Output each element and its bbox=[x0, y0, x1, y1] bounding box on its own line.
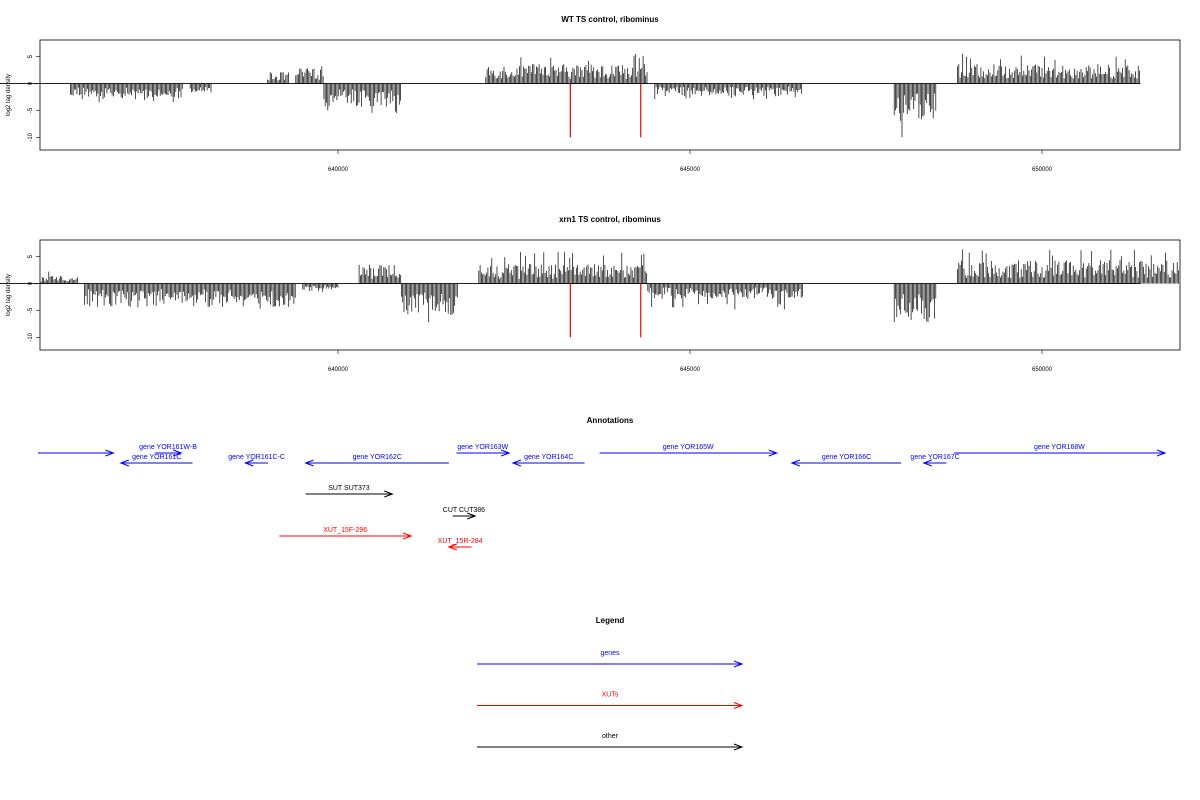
annotation-feature: CUT CUT386 bbox=[443, 507, 485, 520]
arrow-head bbox=[467, 512, 477, 520]
annotation-feature: gene YOR168W bbox=[953, 444, 1167, 457]
annotation-label: gene YOR162C bbox=[353, 454, 402, 461]
annotation-feature: gene YOR164C bbox=[511, 454, 585, 467]
annotation-label: gene YOR165W bbox=[663, 444, 714, 451]
annotation-feature: gene YOR162C bbox=[304, 454, 449, 467]
y-axis-label-xrn1: log2 tag density bbox=[6, 274, 12, 316]
arrow-head bbox=[105, 449, 115, 457]
plot-frame-xrn1 bbox=[39, 239, 1181, 351]
annotation-label: XUT_15R-284 bbox=[438, 538, 483, 545]
density-marks-xrn1 bbox=[0, 249, 1179, 338]
annotation-feature: gene YOR161C-C bbox=[228, 454, 285, 467]
legend-title: Legend bbox=[596, 616, 625, 625]
annotations-title: Annotations bbox=[587, 416, 634, 425]
y-tick-label: -5 bbox=[28, 107, 34, 113]
arrow-head bbox=[447, 543, 458, 551]
y-tick-label: 5 bbox=[28, 254, 34, 258]
plot-frame-wt bbox=[39, 39, 1181, 151]
arrow-head bbox=[402, 532, 413, 540]
annotation-feature: XUT_15R-284 bbox=[438, 538, 483, 551]
annotation-feature: gene YOR161C bbox=[119, 454, 193, 467]
legend-label: XUTs bbox=[602, 692, 619, 699]
x-tick-label: 640000 bbox=[328, 367, 349, 373]
axes-wt: -10 -5 0 5 640000 645000 650000 bbox=[28, 54, 1053, 173]
annotation-feature: gene YOR163W bbox=[456, 444, 511, 457]
annotation-label: gene YOR164C bbox=[524, 454, 573, 461]
annotation-label: SUT SUT373 bbox=[328, 485, 370, 492]
annotation-label: gene YOR161W-B bbox=[139, 444, 197, 451]
legend-item: other bbox=[477, 733, 744, 751]
annotation-features: gene YOR161C gene YOR161W-B gene YOR161C-C… bbox=[38, 444, 1167, 551]
arrow-head bbox=[119, 459, 130, 467]
annotation-feature: XUT_15F-296 bbox=[279, 527, 413, 540]
arrow-head bbox=[733, 743, 744, 751]
arrow-head bbox=[173, 449, 183, 457]
y-tick-label: -10 bbox=[28, 132, 34, 141]
legend-item: XUTs bbox=[477, 692, 744, 709]
arrow-head bbox=[500, 449, 511, 457]
annotation-label: gene YOR166C bbox=[822, 454, 871, 461]
annotation-feature bbox=[38, 449, 115, 457]
annotation-label: gene YOR161C-C bbox=[228, 454, 285, 461]
annotation-feature: gene YOR161W-B bbox=[139, 444, 197, 457]
x-tick-label: 645000 bbox=[680, 167, 701, 173]
y-tick-label: -10 bbox=[28, 332, 34, 341]
panel-wt: WT TS control, ribominus log2 tag densit… bbox=[0, 15, 1181, 173]
legend-panel: Legend genes XUTs other bbox=[477, 616, 744, 751]
legend-items: genes XUTs other bbox=[477, 650, 744, 751]
annotation-label: CUT CUT386 bbox=[443, 507, 485, 514]
y-axis-label-wt: log2 tag density bbox=[6, 74, 12, 116]
y-tick-label: 0 bbox=[28, 81, 34, 85]
annotation-feature: gene YOR167C bbox=[910, 454, 960, 467]
annotation-label: XUT_15F-296 bbox=[323, 527, 367, 534]
annotation-label: gene YOR163W bbox=[457, 444, 508, 451]
annotation-label: gene YOR167C bbox=[910, 454, 959, 461]
arrow-head bbox=[768, 449, 779, 457]
legend-item: genes bbox=[477, 650, 744, 668]
arrow-head bbox=[733, 660, 744, 668]
y-tick-label: -5 bbox=[28, 307, 34, 313]
y-tick-label: 5 bbox=[28, 54, 34, 58]
annotation-feature: gene YOR165W bbox=[599, 444, 779, 457]
legend-label: genes bbox=[600, 650, 620, 657]
arrow-head bbox=[922, 459, 932, 467]
x-tick-label: 650000 bbox=[1032, 367, 1053, 373]
arrow-head bbox=[790, 459, 801, 467]
arrow-head bbox=[384, 490, 394, 498]
annotation-feature: gene YOR166C bbox=[790, 454, 902, 467]
annotation-label: gene YOR168W bbox=[1034, 444, 1085, 451]
annotation-label: gene YOR161C bbox=[132, 454, 181, 461]
panel-xrn1: xrn1 TS control, ribominus log2 tag dens… bbox=[0, 215, 1181, 373]
annotation-feature: SUT SUT373 bbox=[305, 485, 394, 498]
arrow-head bbox=[733, 702, 744, 709]
axes-xrn1: -10 -5 0 5 640000 645000 650000 bbox=[28, 254, 1053, 373]
chart-title-xrn1: xrn1 TS control, ribominus bbox=[559, 215, 661, 224]
legend-label: other bbox=[602, 733, 619, 740]
arrow-head bbox=[1156, 449, 1167, 457]
x-tick-label: 650000 bbox=[1032, 167, 1053, 173]
x-tick-label: 645000 bbox=[680, 367, 701, 373]
arrow-head bbox=[511, 459, 522, 467]
arrow-head bbox=[243, 459, 254, 467]
arrow-head bbox=[304, 459, 314, 467]
density-marks-wt bbox=[0, 53, 1141, 138]
chart-title-wt: WT TS control, ribominus bbox=[561, 15, 659, 24]
x-tick-label: 640000 bbox=[328, 167, 349, 173]
y-tick-label: 0 bbox=[28, 281, 34, 285]
